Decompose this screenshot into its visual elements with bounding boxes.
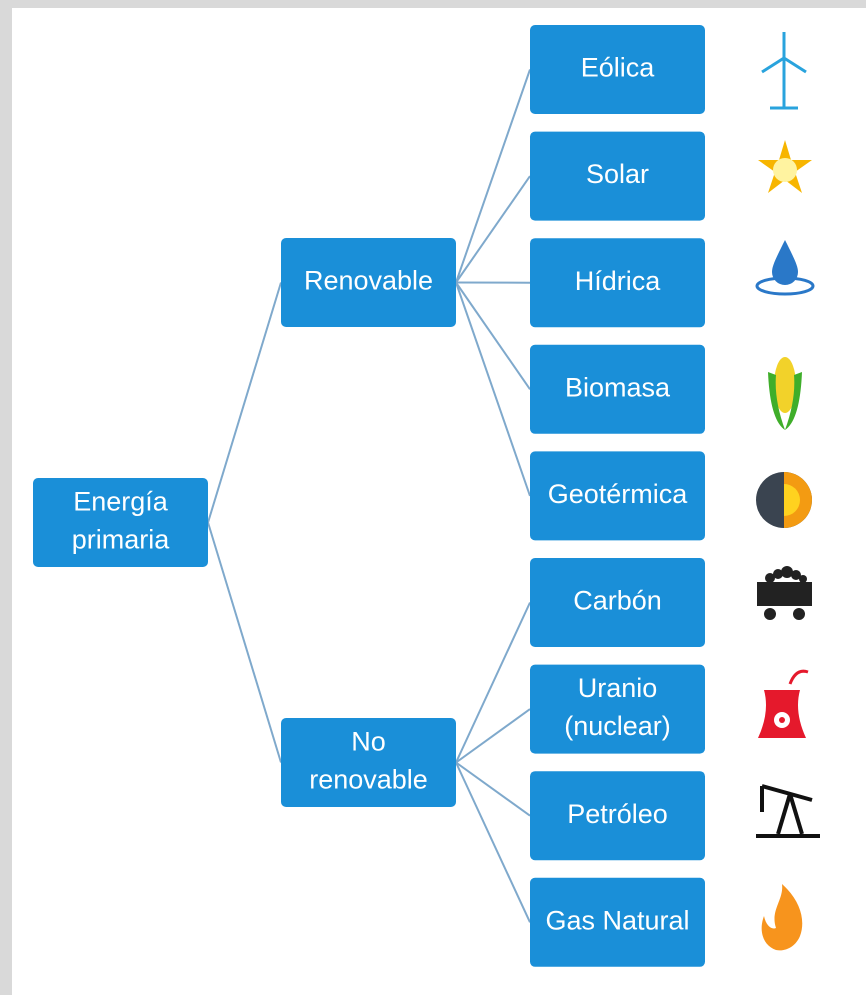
- icon-nuclear: [758, 669, 809, 738]
- node-box: [281, 718, 456, 807]
- node-box: [530, 771, 705, 861]
- connector: [455, 761, 531, 817]
- node-label: Hídrica: [575, 266, 662, 296]
- node-label: No: [351, 727, 386, 757]
- node-label: Energía: [73, 487, 169, 517]
- connector: [207, 282, 282, 523]
- node-box: [530, 344, 705, 434]
- edges: [207, 69, 531, 923]
- node-box: [530, 664, 705, 754]
- node-label: renovable: [309, 765, 428, 795]
- icon-geothermal: [756, 472, 812, 528]
- node-label: Petróleo: [567, 799, 668, 829]
- connector: [455, 602, 531, 763]
- node-box: [530, 877, 705, 967]
- icon-wind: [761, 32, 807, 110]
- connector: [455, 69, 531, 283]
- connector: [455, 175, 531, 284]
- node-box: [530, 451, 705, 541]
- node-box: [530, 25, 705, 114]
- node-label: (nuclear): [564, 711, 671, 741]
- icon-gas: [761, 884, 803, 951]
- node-box: [530, 558, 705, 647]
- node-box: [33, 478, 208, 567]
- connector: [455, 708, 531, 764]
- node-label: Solar: [586, 159, 649, 189]
- icon-sun: [758, 140, 812, 193]
- icon-water: [755, 240, 815, 296]
- node-label: Carbón: [573, 586, 662, 616]
- icons: [755, 32, 820, 951]
- nodes: Energía primaria Renovable Eólica Solar Hídri…: [33, 25, 705, 967]
- node-label: Biomasa: [565, 372, 671, 402]
- node-label: Eólica: [581, 53, 656, 83]
- node-label: primaria: [72, 525, 171, 555]
- connector: [455, 762, 531, 923]
- node-label: Gas Natural: [545, 905, 689, 935]
- node-label: Renovable: [304, 266, 433, 296]
- icon-corn: [768, 357, 802, 430]
- icon-coal: [757, 566, 812, 620]
- node-label: Geotérmica: [548, 479, 689, 509]
- connector: [455, 281, 531, 390]
- icon-oil: [756, 784, 820, 838]
- node-label: Uranio: [578, 673, 658, 703]
- node-box: [530, 131, 705, 221]
- connector: [207, 522, 282, 763]
- node-box: [530, 238, 705, 328]
- node-box: [281, 238, 456, 327]
- connector: [455, 282, 531, 497]
